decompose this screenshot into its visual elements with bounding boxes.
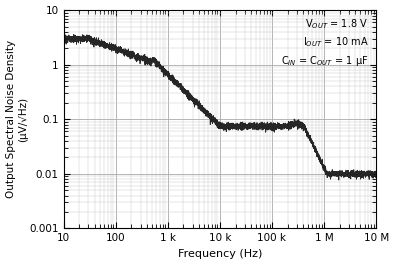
Y-axis label: Output Spectral Noise Density
(μV/√Hz): Output Spectral Noise Density (μV/√Hz): [6, 40, 28, 198]
X-axis label: Frequency (Hz): Frequency (Hz): [178, 249, 262, 259]
Text: V$_{OUT}$ = 1.8 V
I$_{OUT}$ = 10 mA
C$_{IN}$ = C$_{OUT}$ = 1 μF: V$_{OUT}$ = 1.8 V I$_{OUT}$ = 10 mA C$_{…: [281, 17, 368, 68]
